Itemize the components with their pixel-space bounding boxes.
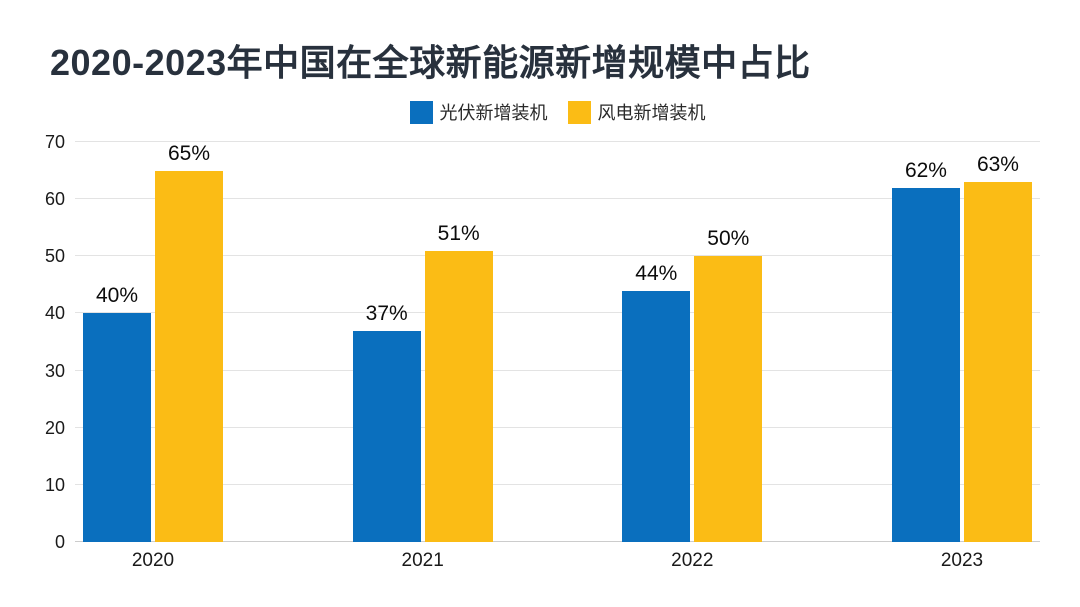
y-tick-label: 20: [44, 417, 65, 438]
chart-title: 2020-2023年中国在全球新能源新增规模中占比: [50, 42, 811, 83]
y-tick-label: 50: [44, 246, 65, 267]
y-tick-label: 30: [44, 360, 65, 381]
x-tick-label: 2023: [940, 550, 984, 571]
gridline: [75, 141, 1040, 142]
y-tick-label: 70: [44, 132, 65, 152]
pv-legend-swatch-icon: [409, 100, 433, 124]
y-tick-label: 60: [44, 189, 65, 210]
wind-legend-swatch-icon: [567, 100, 591, 124]
x-tick-label: 2021: [401, 550, 444, 571]
x-tick-label: 2020: [131, 550, 175, 571]
bar-group-2021: 37% 51% 2021: [352, 142, 493, 570]
bar-wind-2021: 51%: [424, 223, 493, 542]
bar-pv-2022: 44%: [622, 263, 691, 542]
bar-value-label: 63%: [976, 153, 1019, 176]
legend: 光伏新增装机 风电新增装机: [75, 99, 1040, 125]
legend-label-wind: 风电新增装机: [597, 103, 706, 123]
bar-wind-2020: 65%: [155, 143, 223, 542]
bar-pv-2021: 37%: [352, 303, 421, 542]
bar-group-2023: 62% 63% 2023: [891, 142, 1032, 570]
y-tick-label: 0: [54, 532, 65, 552]
bars-layer: 40% 65% 2020 37% 51% 2021 44% 50% 2022 62% 63% 2023: [75, 142, 1040, 570]
bar-group-2020: 40% 65% 2020: [83, 142, 223, 570]
bar-pv-2023: 62%: [891, 160, 960, 542]
y-tick-label: 40: [44, 303, 65, 324]
bar-value-label: 44%: [635, 261, 678, 285]
bar-value-label: 50%: [707, 227, 750, 251]
bar-value-label: 62%: [904, 158, 947, 182]
gridline: [75, 198, 1040, 200]
gridline: [75, 426, 1040, 428]
bar-value-label: 37%: [365, 301, 408, 325]
plot-area: 40% 65% 2020 37% 51% 2021 44% 50% 2022 62% 63% 2023…: [45, 133, 1040, 570]
legend-label-pv: 光伏新增装机: [439, 103, 548, 123]
gridline: [75, 483, 1040, 485]
bar-group-2022: 44% 50% 2022: [622, 142, 763, 570]
bar-wind-2022: 50%: [694, 228, 763, 542]
bar-wind-2023: 63%: [963, 154, 1032, 542]
bar-value-label: 65%: [167, 141, 211, 165]
x-axis-baseline: [75, 541, 1040, 542]
bar-pv-2020: 40%: [83, 285, 151, 542]
y-tick-label: 10: [44, 474, 65, 495]
legend-item-pv[interactable]: 光伏新增装机: [409, 99, 548, 125]
bar-value-label: 40%: [95, 284, 139, 308]
x-tick-label: 2022: [671, 550, 714, 571]
bar-value-label: 51%: [437, 221, 480, 245]
gridline: [75, 255, 1040, 257]
gridline: [75, 369, 1040, 371]
gridline: [75, 312, 1040, 314]
legend-item-wind[interactable]: 风电新增装机: [567, 99, 706, 125]
